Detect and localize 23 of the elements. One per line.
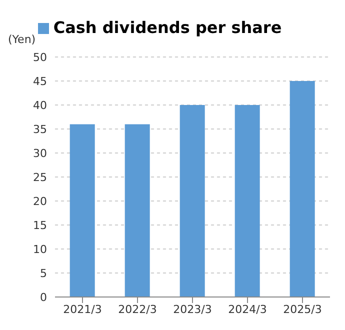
y-tick-label: 30	[33, 146, 47, 160]
y-tick-label: 5	[40, 266, 47, 280]
bar	[70, 124, 95, 297]
y-tick-label: 10	[33, 242, 47, 256]
y-tick-label: 15	[33, 218, 47, 232]
x-tick-label: 2022/3	[118, 302, 157, 316]
x-tick-label: 2021/3	[63, 302, 102, 316]
y-tick-label: 0	[40, 290, 47, 304]
y-axis-title: (Yen)	[8, 33, 36, 46]
y-tick-label: 40	[33, 98, 47, 112]
legend-label: Cash dividends per share	[53, 18, 282, 37]
bar	[234, 105, 260, 297]
bar	[124, 124, 150, 297]
x-tick-label: 2023/3	[173, 302, 212, 316]
y-tick-label: 35	[33, 122, 47, 136]
bar	[290, 81, 315, 297]
y-tick-label: 20	[33, 194, 47, 208]
bar	[180, 105, 205, 297]
x-tick-label: 2024/3	[228, 302, 267, 316]
y-tick-label: 45	[33, 74, 47, 88]
y-tick-label: 25	[33, 170, 47, 184]
x-tick-label: 2025/3	[283, 302, 322, 316]
y-tick-label: 50	[33, 50, 47, 64]
